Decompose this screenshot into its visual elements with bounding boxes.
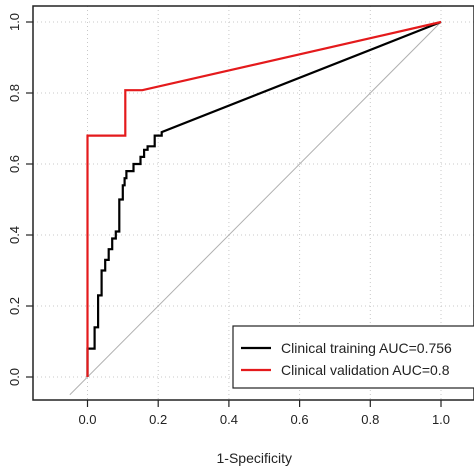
x-tick-label: 0.6: [291, 412, 309, 427]
x-tick-label: 0.8: [361, 412, 379, 427]
x-tick-label: 0.2: [149, 412, 167, 427]
training-roc-line: [86, 20, 442, 377]
x-axis: 0.0 0.2 0.4 0.6 0.8 1.0: [78, 400, 450, 427]
x-axis-label: 1-Specificity: [217, 450, 292, 466]
series-lines: [86, 20, 442, 377]
x-tick-label: 1.0: [432, 412, 450, 427]
y-axis: 0.0 0.2 0.4 0.6 0.8 1.0: [7, 13, 33, 386]
legend-label: Clinical validation AUC=0.8: [281, 362, 450, 378]
y-tick-label: 1.0: [7, 13, 22, 31]
diagonal-reference-line: [69, 21, 442, 396]
validation-roc-line: [86, 20, 442, 377]
plot-border: [32, 5, 474, 401]
y-tick-label: 0.6: [7, 155, 22, 173]
legend: Clinical training AUC=0.756 Clinical vali…: [232, 325, 474, 389]
y-tick-label: 0.8: [7, 84, 22, 102]
legend-label: Clinical training AUC=0.756: [281, 340, 452, 356]
y-tick-label: 0.0: [7, 368, 22, 386]
y-tick-label: 0.2: [7, 297, 22, 315]
x-tick-label: 0.4: [220, 412, 238, 427]
x-tick-label: 0.0: [78, 412, 96, 427]
legend-box: [232, 325, 474, 389]
y-tick-label: 0.4: [7, 226, 22, 244]
